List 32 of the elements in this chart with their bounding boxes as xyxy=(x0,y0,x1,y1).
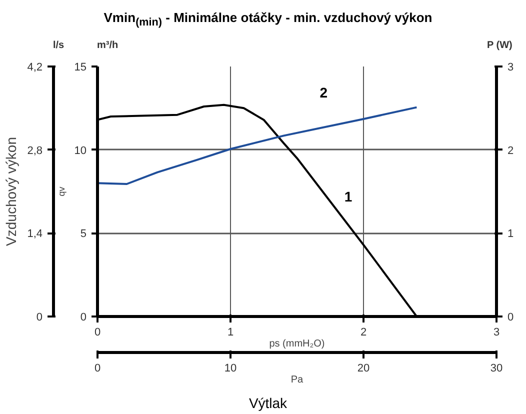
y2-tick-label: 3 xyxy=(508,62,514,74)
y2-tick-label: 1 xyxy=(508,228,514,240)
y-tick-label: 15 xyxy=(74,62,87,74)
x-tick-label: 1 xyxy=(227,326,234,338)
text: l/s xyxy=(53,39,64,53)
y2-tick-label: 0 xyxy=(508,312,514,324)
y2-tick-label: 2 xyxy=(508,144,514,157)
y3-tick-label: 1,4 xyxy=(27,228,43,240)
y3-tick-label: 4,2 xyxy=(27,62,43,74)
text: m³/h xyxy=(97,39,118,53)
y-tick-label: 5 xyxy=(80,228,87,240)
x-tick-label: 3 xyxy=(493,326,500,338)
series-label: 2 xyxy=(320,84,328,100)
y2-axis-title: P (W) xyxy=(487,39,512,53)
x-axis-title: ps (mmH₂O) xyxy=(269,338,325,350)
x-tick-label: 0 xyxy=(94,326,101,338)
line-series xyxy=(98,106,418,185)
y-tick-label: 10 xyxy=(74,144,87,157)
x-tick-label: 2 xyxy=(360,326,367,338)
y-tick-label: 0 xyxy=(80,312,87,324)
x2-tick-label: 30 xyxy=(490,362,503,374)
y3-tick-label: 0 xyxy=(36,312,43,324)
y3-axis-title: Vzduchový výkon xyxy=(3,137,20,246)
x2-tick-label: 0 xyxy=(94,362,101,374)
x2-axis-title: Pa xyxy=(290,374,304,386)
text: Výtlak xyxy=(248,394,288,413)
y3-tick-label: 2,8 xyxy=(27,144,43,157)
x2-tick-label: 10 xyxy=(224,362,237,374)
chart-title: Vmin$_{(min)}$ - Minimálne otáčky - min. vzduchový výkon xyxy=(104,9,432,31)
series-label: 1 xyxy=(344,188,352,204)
y-axis-title: qv xyxy=(56,186,66,196)
x2-tick-label: 20 xyxy=(357,362,370,374)
